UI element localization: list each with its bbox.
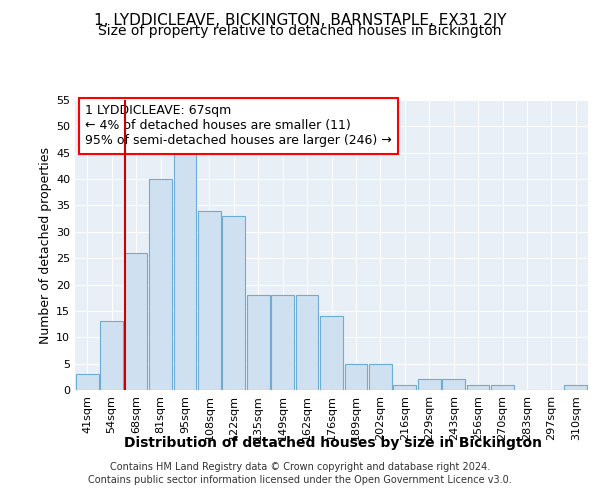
Bar	[369, 364, 392, 390]
Text: Contains HM Land Registry data © Crown copyright and database right 2024.: Contains HM Land Registry data © Crown c…	[110, 462, 490, 472]
Bar	[198, 210, 221, 390]
Bar	[467, 384, 490, 390]
Text: 1 LYDDICLEAVE: 67sqm
← 4% of detached houses are smaller (11)
95% of semi-detach: 1 LYDDICLEAVE: 67sqm ← 4% of detached ho…	[85, 104, 392, 148]
Bar	[173, 152, 196, 390]
Text: Distribution of detached houses by size in Bickington: Distribution of detached houses by size …	[124, 436, 542, 450]
Bar	[491, 384, 514, 390]
Text: Contains public sector information licensed under the Open Government Licence v3: Contains public sector information licen…	[88, 475, 512, 485]
Bar	[76, 374, 98, 390]
Bar	[394, 384, 416, 390]
Bar	[344, 364, 367, 390]
Bar	[320, 316, 343, 390]
Y-axis label: Number of detached properties: Number of detached properties	[39, 146, 52, 344]
Bar	[271, 295, 294, 390]
Bar	[223, 216, 245, 390]
Bar	[296, 295, 319, 390]
Bar	[418, 380, 440, 390]
Bar	[565, 384, 587, 390]
Bar	[442, 380, 465, 390]
Text: 1, LYDDICLEAVE, BICKINGTON, BARNSTAPLE, EX31 2JY: 1, LYDDICLEAVE, BICKINGTON, BARNSTAPLE, …	[94, 12, 506, 28]
Bar	[100, 322, 123, 390]
Text: Size of property relative to detached houses in Bickington: Size of property relative to detached ho…	[98, 24, 502, 38]
Bar	[247, 295, 269, 390]
Bar	[125, 253, 148, 390]
Bar	[149, 179, 172, 390]
